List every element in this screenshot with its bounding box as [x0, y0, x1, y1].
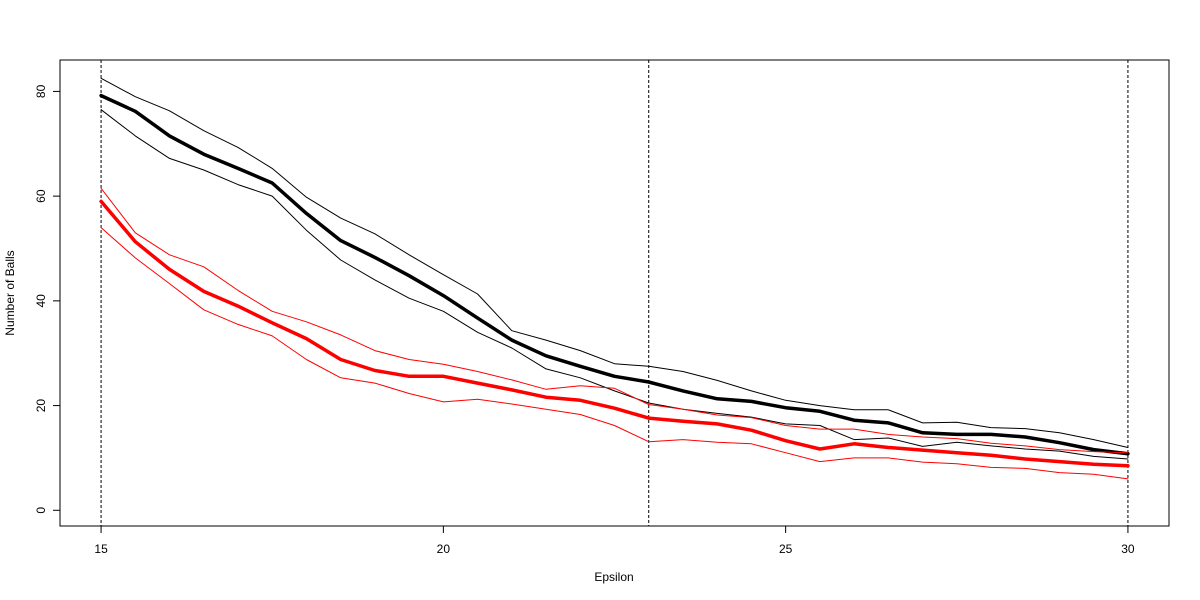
series-line-0 — [99, 93, 1130, 456]
y-tick-label-0: 0 — [34, 507, 48, 514]
x-tick-label-2: 25 — [779, 542, 793, 556]
y-tick-label-4: 80 — [34, 84, 48, 98]
y-tick-label-2: 40 — [34, 294, 48, 308]
series-line-3 — [99, 199, 1130, 468]
x-tick-label-3: 30 — [1121, 542, 1135, 556]
x-tick-label-1: 20 — [437, 542, 451, 556]
series-line-2 — [100, 109, 1129, 460]
series-line-5 — [100, 227, 1129, 480]
y-axis-title: Number of Balls — [3, 250, 17, 335]
y-tick-label-3: 60 — [34, 189, 48, 203]
x-tick-label-0: 15 — [94, 542, 108, 556]
reference-lines — [100, 60, 1129, 526]
y-axis: 0 20 40 60 80 — [34, 84, 61, 514]
x-axis: 15 20 25 30 — [94, 525, 1135, 556]
series-line-4 — [100, 187, 1129, 454]
y-tick-label-1: 20 — [34, 399, 48, 413]
x-axis-title: Epsilon — [594, 570, 633, 584]
series-line-1 — [100, 77, 1129, 448]
series-group — [99, 77, 1130, 480]
